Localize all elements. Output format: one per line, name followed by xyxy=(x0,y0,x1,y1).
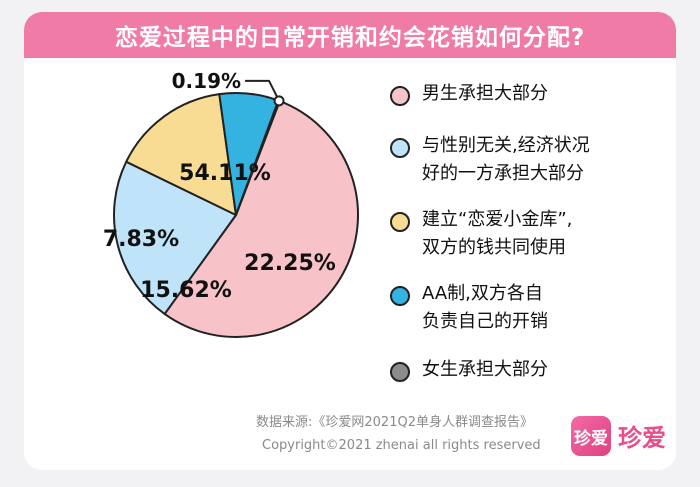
page-title: 恋爱过程中的日常开销和约会花销如何分配? xyxy=(114,25,586,51)
copyright-note: Copyright©2021 zhenai all rights reserve… xyxy=(262,438,541,453)
pie-slice-shared-fund xyxy=(125,93,237,216)
pie-slice-male-pays xyxy=(163,100,359,338)
slice-label-female-pays: 0.19% xyxy=(172,69,241,93)
legend-label-male-pays: 男生承担大部分 xyxy=(422,83,548,104)
legend-item-female-pays: 女生承担大部分 xyxy=(390,356,652,384)
data-source-note: 数据来源:《珍爱网2021Q2单身人群调查报告》 xyxy=(256,415,533,430)
legend-swatch-male-pays xyxy=(390,86,410,106)
legend-item-wealthier-pays: 与性别无关,经济状况 好的一方承担大部分 xyxy=(390,132,652,188)
pie-slice-wealthier-pays xyxy=(113,160,237,315)
title-bar: 恋爱过程中的日常开销和约会花销如何分配? xyxy=(24,12,676,58)
legend-label-shared-fund: 建立“恋爱小金库”, 双方的钱共同使用 xyxy=(422,209,573,258)
legend-swatch-female-pays xyxy=(390,362,410,382)
legend-swatch-wealthier-pays xyxy=(390,138,410,158)
slice-label-shared-fund: 15.62% xyxy=(140,278,232,303)
legend-item-aa-split: AA制,双方各自 负责自己的开销 xyxy=(390,280,652,336)
slice-label-aa-split: 7.83% xyxy=(103,227,179,252)
legend-item-shared-fund: 建立“恋爱小金库”, 双方的钱共同使用 xyxy=(390,206,652,262)
slice-label-male-pays: 54.11% xyxy=(179,161,271,186)
legend-label-female-pays: 女生承担大部分 xyxy=(422,359,548,380)
legend-swatch-shared-fund xyxy=(390,212,410,232)
legend-item-male-pays: 男生承担大部分 xyxy=(390,80,652,108)
callout-line-female-pays xyxy=(245,79,280,102)
legend-label-aa-split: AA制,双方各自 负责自己的开销 xyxy=(422,283,548,332)
zhenai-logo-text: 珍爱 xyxy=(618,424,666,452)
callout-dot-female-pays xyxy=(273,95,285,107)
legend-label-wealthier-pays: 与性别无关,经济状况 好的一方承担大部分 xyxy=(422,135,590,184)
slice-label-wealthier-pays: 22.25% xyxy=(244,251,336,276)
legend-swatch-aa-split xyxy=(390,286,410,306)
zhenai-logo-badge: 珍爱 xyxy=(571,416,611,456)
